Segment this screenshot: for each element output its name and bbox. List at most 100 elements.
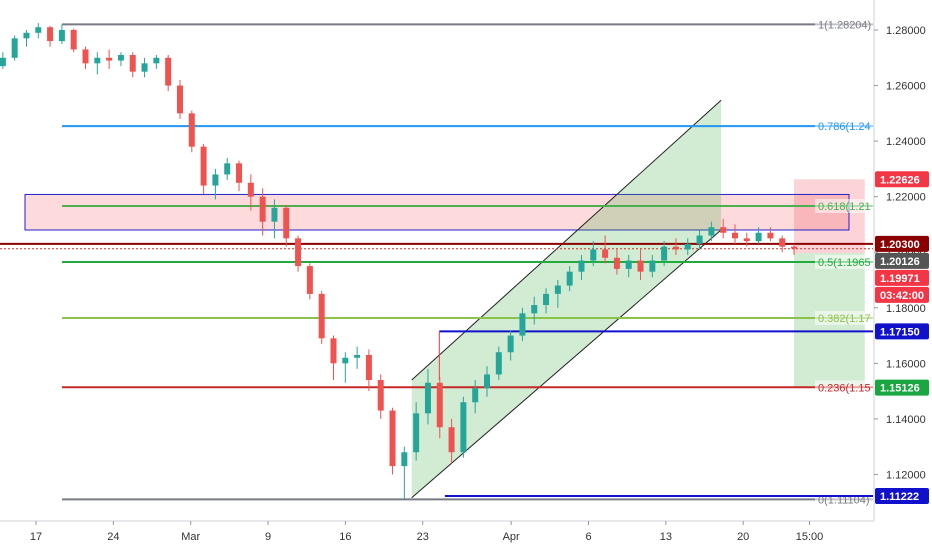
stop-loss-zone[interactable]: [794, 179, 865, 254]
candle-body: [413, 413, 420, 453]
price-tick-label: 1.26000: [886, 81, 926, 93]
channel-upper-line[interactable]: [411, 99, 722, 381]
candle-body: [708, 227, 715, 236]
candle-body: [743, 238, 750, 242]
candle-body: [23, 32, 30, 39]
price-tick-label: 1.24000: [886, 136, 926, 148]
horizontal-rays[interactable]: [0, 242, 873, 498]
price-badge: [875, 323, 929, 340]
resistance-zone[interactable]: [24, 193, 850, 231]
candle-body: [566, 271, 573, 286]
fibonacci-retracement[interactable]: 1(1.28204) 0.786(1.24 0.618(1.21 0.5(1.1965…: [62, 17, 873, 507]
candle-body: [342, 357, 349, 364]
candle-body: [188, 113, 195, 147]
candle-body: [554, 285, 561, 294]
price-badge: [875, 286, 929, 303]
candle-body: [35, 27, 42, 33]
fib-label-background: [815, 310, 873, 325]
candle-body: [306, 266, 313, 294]
candle-body: [165, 57, 172, 86]
time-tick-label: 17: [30, 531, 42, 543]
fib-label-background: [815, 17, 873, 32]
candle-body: [224, 163, 231, 175]
candle-body: [625, 260, 632, 269]
candle-body: [543, 293, 550, 305]
time-axis-panel: [0, 521, 932, 550]
candle-body: [106, 57, 113, 61]
candle-body: [247, 182, 254, 197]
price-candles: [0, 23, 798, 500]
candle-body: [259, 196, 266, 222]
candle-body: [779, 238, 786, 247]
candle-body: [472, 388, 479, 403]
candle-body: [684, 243, 691, 250]
price-badge-label: 1.19971: [880, 273, 920, 285]
candle-body: [448, 427, 455, 453]
price-badge: [875, 488, 929, 505]
fib-label-background: [815, 198, 873, 213]
price-tick-label: 1.16000: [886, 358, 926, 370]
candle-body: [0, 57, 6, 67]
candle-body: [354, 355, 361, 358]
price-badge-label: 1.17150: [880, 326, 920, 338]
fib-level-label: 0(1.11104): [818, 494, 870, 506]
candle-body: [389, 410, 396, 467]
price-tick-label: 1.22000: [886, 192, 926, 204]
time-tick-label: 24: [107, 531, 119, 543]
candle-body: [649, 260, 656, 272]
time-tick-label: Apr: [503, 531, 520, 543]
price-tick-label: 1.18000: [886, 303, 926, 315]
candle-body: [578, 260, 585, 272]
candle-body: [11, 38, 18, 58]
candle-body: [755, 232, 762, 242]
time-tick-label: 15:00: [796, 531, 824, 543]
candle-body: [672, 246, 679, 250]
fib-label-background: [815, 119, 873, 134]
price-tick-label: 1.12000: [886, 469, 926, 481]
candle-body: [507, 335, 514, 353]
candle-body: [153, 57, 160, 64]
candle-body: [365, 355, 372, 380]
candle-body: [70, 30, 77, 50]
candle-body: [484, 374, 491, 389]
channel-fill[interactable]: [411, 100, 722, 498]
candle-body: [200, 146, 207, 186]
candle-body: [731, 232, 738, 239]
candle-body: [330, 338, 337, 364]
price-badge-label: 1.20126: [880, 256, 920, 268]
parallel-channel[interactable]: [411, 99, 722, 499]
candle-body: [531, 305, 538, 314]
candle-body: [377, 380, 384, 411]
price-badge: [875, 252, 929, 269]
candle-body: [767, 232, 774, 239]
price-badge: [875, 171, 929, 188]
fib-level-label: 0.5(1.1965: [818, 257, 871, 269]
fib-level-label: 0.786(1.24: [818, 121, 871, 133]
candle-body: [720, 227, 727, 233]
time-tick-label: 20: [737, 531, 749, 543]
fib-level-label: 0.382(1.17: [818, 313, 871, 325]
price-badge-label: 03:42:00: [880, 290, 924, 302]
candle-body: [283, 207, 290, 239]
candle-body: [117, 55, 124, 61]
candle-body: [791, 246, 798, 249]
candle-body: [495, 352, 502, 375]
candle-body: [696, 235, 703, 244]
price-badge: [875, 379, 929, 396]
time-tick-label: Mar: [181, 531, 200, 543]
candle-body: [318, 293, 325, 339]
fib-label-background: [815, 380, 873, 395]
candle-body: [295, 238, 302, 267]
candle-body: [613, 257, 620, 269]
candle-body: [436, 382, 443, 428]
candle-body: [58, 30, 65, 42]
candle-body: [661, 246, 668, 261]
price-tick-label: 1.14000: [886, 414, 926, 426]
resistance-rectangle[interactable]: [24, 193, 850, 231]
candle-body: [271, 207, 278, 222]
time-tick-label: 23: [417, 531, 429, 543]
time-tick-label: 9: [265, 531, 271, 543]
